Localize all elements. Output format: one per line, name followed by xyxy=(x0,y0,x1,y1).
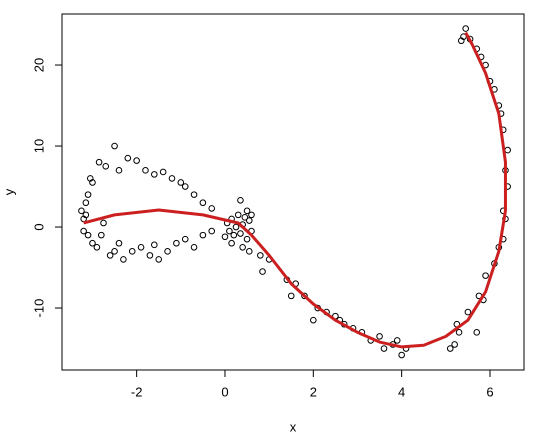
point xyxy=(128,248,136,255)
point xyxy=(237,230,244,237)
point xyxy=(115,167,123,174)
y-tick-label: 10 xyxy=(31,139,46,153)
y-axis-label: y xyxy=(1,188,16,195)
point xyxy=(164,248,171,255)
point xyxy=(142,167,149,174)
point xyxy=(93,243,101,251)
plot-frame xyxy=(61,13,525,371)
point xyxy=(98,231,105,239)
x-tick-label: -2 xyxy=(131,384,143,399)
point xyxy=(120,256,127,263)
point xyxy=(310,316,317,324)
point xyxy=(462,25,469,32)
point xyxy=(111,142,118,150)
point xyxy=(78,207,85,215)
point xyxy=(155,256,163,263)
y-tick-label: 0 xyxy=(31,223,46,230)
point xyxy=(82,211,90,219)
point xyxy=(226,227,233,235)
point xyxy=(146,252,154,259)
point xyxy=(393,337,401,344)
point xyxy=(455,329,463,336)
point xyxy=(504,146,511,154)
point xyxy=(181,235,189,243)
point xyxy=(115,239,123,247)
x-tick-label: 2 xyxy=(310,384,317,399)
point xyxy=(106,252,114,259)
x-tick-label: 6 xyxy=(486,384,493,399)
point xyxy=(151,171,158,178)
point xyxy=(208,227,216,235)
point xyxy=(177,179,185,186)
point xyxy=(80,227,87,235)
point xyxy=(287,292,295,300)
point xyxy=(482,272,489,279)
point xyxy=(245,217,253,224)
point xyxy=(102,162,110,170)
point xyxy=(84,191,92,198)
point xyxy=(243,235,251,243)
point xyxy=(199,231,207,239)
point xyxy=(228,239,235,247)
point xyxy=(124,154,132,162)
point xyxy=(190,191,198,198)
point xyxy=(168,175,176,182)
point xyxy=(301,292,308,300)
point xyxy=(248,211,255,219)
x-axis-label: x xyxy=(290,419,297,434)
point xyxy=(199,199,207,207)
point xyxy=(473,329,481,336)
point xyxy=(380,345,388,352)
y-tick-label: 20 xyxy=(31,58,46,72)
point xyxy=(190,243,198,251)
point xyxy=(234,211,242,219)
point xyxy=(111,248,118,255)
smooth-line xyxy=(83,31,507,349)
point xyxy=(181,183,189,190)
point xyxy=(451,341,458,348)
point xyxy=(159,168,167,176)
point xyxy=(257,252,264,259)
point xyxy=(100,219,107,227)
point xyxy=(237,197,244,204)
x-tick-label: 0 xyxy=(221,384,228,399)
point xyxy=(221,233,229,241)
x-tick-label: 4 xyxy=(398,384,405,399)
point xyxy=(243,207,251,215)
point xyxy=(376,333,383,340)
point xyxy=(89,239,96,247)
point xyxy=(84,231,92,239)
point xyxy=(259,268,266,275)
point xyxy=(89,179,96,186)
point xyxy=(239,243,246,251)
point xyxy=(137,243,145,251)
point xyxy=(232,223,240,231)
point xyxy=(208,205,216,212)
point xyxy=(457,37,465,45)
point xyxy=(245,248,253,255)
point xyxy=(241,214,249,221)
point xyxy=(230,231,238,239)
point xyxy=(82,199,90,207)
point xyxy=(95,158,103,166)
point xyxy=(446,345,454,352)
point xyxy=(151,241,158,249)
point xyxy=(464,308,472,316)
point xyxy=(173,239,180,247)
point xyxy=(398,351,405,359)
y-tick-label: -10 xyxy=(31,299,46,318)
point xyxy=(133,157,140,164)
